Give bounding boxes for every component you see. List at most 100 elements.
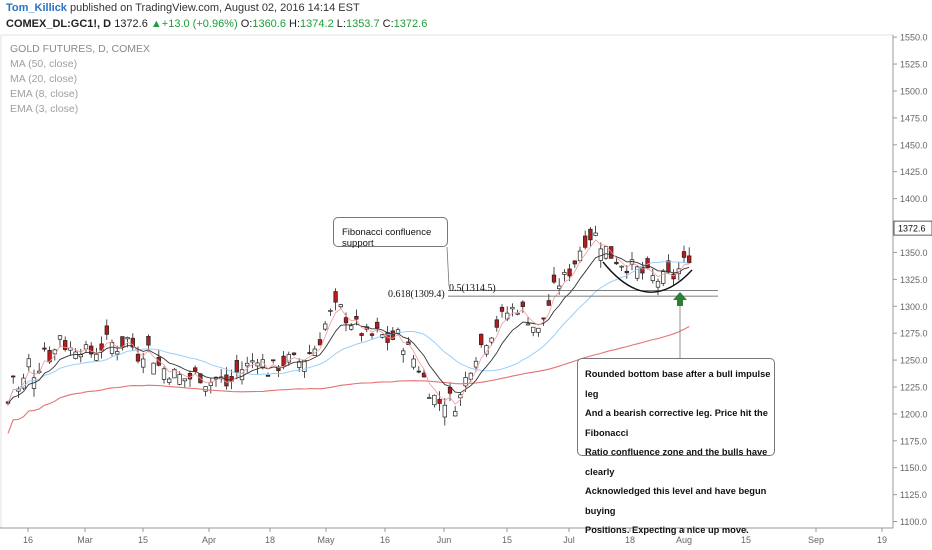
candle-down: [567, 268, 572, 277]
high-label: H:: [289, 18, 301, 30]
candle-up: [167, 378, 172, 383]
candle-up: [468, 372, 473, 380]
x-tick-label: Aug: [676, 535, 692, 545]
fib-callout-pointer: [446, 246, 450, 287]
analysis-line-1: Rounded bottom base after a bull impulse…: [585, 369, 771, 399]
candle-up: [177, 374, 182, 385]
candle-up: [432, 394, 437, 406]
candle-down: [520, 301, 525, 307]
candle-up: [78, 354, 83, 358]
candle-down: [130, 337, 135, 348]
rounded-bottom-arc: [602, 261, 693, 293]
candle-up: [125, 337, 130, 340]
y-tick-label: 1425.0: [900, 167, 928, 177]
x-tick-label: 18: [625, 535, 635, 545]
candle-down: [583, 235, 588, 248]
candle-down: [135, 353, 141, 362]
low-label: L:: [336, 18, 346, 30]
x-tick-label: Sep: [808, 535, 824, 545]
legend-ma50[interactable]: MA (50, close): [10, 58, 78, 70]
analysis-callout[interactable]: Rounded bottom base after a bull impulse…: [577, 358, 775, 535]
fibonacci-callout[interactable]: Fibonacci confluence support: [333, 217, 448, 249]
candle-down: [281, 355, 286, 367]
analysis-line-5: Positions. Expecting a nice up move.: [585, 525, 749, 535]
y-tick-label: 1275.0: [900, 329, 928, 339]
low-value: 1353.7: [345, 18, 380, 30]
green-up-arrow-icon: [673, 292, 687, 306]
candle-down: [369, 333, 375, 336]
candle-up: [115, 351, 120, 355]
candle-up: [525, 323, 531, 326]
candle-up: [536, 327, 541, 333]
candle-down: [624, 270, 629, 274]
candle-down: [234, 360, 239, 373]
candle-down: [572, 260, 577, 265]
legend-ema3[interactable]: EMA (3, close): [10, 103, 79, 115]
candle-down: [416, 370, 421, 373]
candle-up: [411, 358, 416, 368]
candle-up: [255, 362, 260, 367]
symbol-label[interactable]: COMEX_DL:GC1!, D: [6, 18, 112, 30]
x-tick-label: 15: [138, 535, 148, 545]
candle-down: [494, 319, 499, 328]
y-tick-label: 1125.0: [900, 490, 927, 500]
y-tick-label: 1300.0: [900, 302, 928, 312]
candle-up: [603, 246, 609, 259]
candle-down: [499, 306, 505, 312]
x-tick-label: Jun: [437, 535, 452, 545]
candle-down: [47, 350, 52, 363]
candle-up: [463, 377, 468, 387]
y-tick-label: 1100.0: [900, 517, 927, 527]
fib-618-label: 0.618(1309.4): [388, 289, 445, 300]
candle-up: [172, 368, 177, 379]
candle-up: [401, 350, 406, 355]
candle-down: [193, 367, 198, 372]
candle-down: [343, 317, 349, 324]
legend-ema8[interactable]: EMA (8, close): [10, 88, 79, 100]
candle-down: [375, 321, 380, 329]
fibonacci-callout-text: Fibonacci confluence support: [342, 227, 432, 249]
candle-down: [541, 317, 546, 320]
analysis-line-2: And a bearish corrective leg. Price hit …: [585, 408, 768, 438]
x-tick-label: May: [317, 535, 335, 545]
publisher-line: Tom_Killick published on TradingView.com…: [6, 2, 360, 14]
candle-down: [265, 375, 271, 377]
candle-up: [73, 351, 78, 359]
candle-down: [546, 300, 551, 306]
published-text: published on TradingView.com, August 02,…: [70, 2, 360, 14]
candle-up: [557, 285, 562, 290]
candle-down: [551, 274, 557, 283]
candle-up: [151, 362, 156, 375]
candle-up: [562, 272, 567, 275]
candle-down: [359, 333, 364, 336]
publisher-user-link[interactable]: Tom_Killick: [6, 2, 67, 14]
x-tick-label: Apr: [202, 535, 216, 545]
y-tick-label: 1200.0: [900, 409, 928, 419]
y-tick-label: 1550.0: [900, 33, 928, 43]
candle-up: [203, 386, 208, 392]
candle-up: [239, 369, 245, 381]
candle-up: [650, 275, 655, 281]
analysis-line-3: Ratio confluence zone and the bulls have…: [585, 447, 768, 477]
candles-group: [5, 225, 692, 426]
ma20-line: [7, 261, 690, 404]
candle-down: [99, 343, 104, 351]
x-tick-label: 18: [265, 535, 275, 545]
high-value: 1374.2: [300, 18, 334, 30]
x-tick-label: 15: [741, 535, 751, 545]
candle-down: [437, 399, 442, 404]
candle-up: [473, 360, 479, 368]
candle-up: [349, 325, 354, 330]
candle-down: [307, 352, 312, 355]
x-tick-label: Mar: [77, 535, 93, 545]
legend-ma20[interactable]: MA (20, close): [10, 73, 78, 85]
candle-up: [453, 411, 458, 417]
candle-up: [323, 323, 328, 330]
close-value: 1372.6: [393, 18, 428, 30]
x-tick-label: 16: [380, 535, 390, 545]
x-tick-label: Jul: [563, 535, 575, 545]
candle-down: [354, 315, 359, 320]
y-tick-label: 1500.0: [900, 86, 928, 96]
candle-up: [245, 362, 250, 367]
